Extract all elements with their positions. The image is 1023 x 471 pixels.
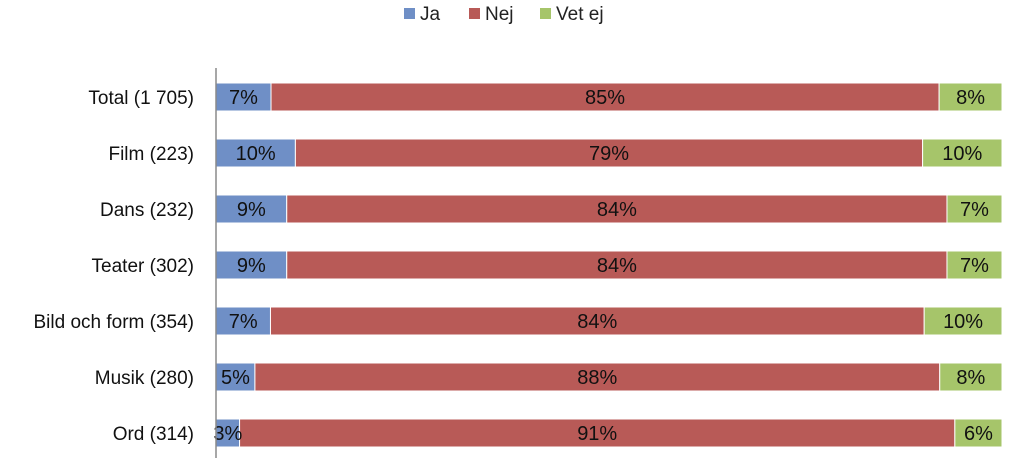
bar-nej	[270, 82, 940, 112]
category-label: Bild och form (354)	[33, 312, 194, 333]
category-label: Total (1 705)	[88, 88, 194, 109]
value-label: 8%	[956, 367, 985, 389]
legend-label-ja: Ja	[420, 4, 441, 25]
value-label: 10%	[236, 143, 276, 165]
bar-vet-ej	[923, 306, 1003, 336]
value-label: 9%	[237, 255, 266, 277]
value-label: 84%	[597, 199, 637, 221]
legend-label-vet-ej: Vet ej	[556, 4, 604, 25]
legend-label-nej: Nej	[485, 4, 514, 25]
bar-vet-ej	[946, 250, 1003, 280]
legend-swatch-nej	[469, 8, 480, 19]
legend-swatch-ja	[404, 8, 415, 19]
value-label: 7%	[229, 87, 258, 109]
category-label: Ord (314)	[113, 424, 194, 445]
bar-ja	[215, 306, 271, 336]
bars	[215, 82, 1003, 448]
bar-vet-ej	[939, 362, 1003, 392]
value-label: 6%	[964, 423, 993, 445]
value-label: 5%	[221, 367, 250, 389]
category-label: Film (223)	[108, 144, 194, 165]
legend: Ja Nej Vet ej	[404, 4, 604, 25]
value-labels: 7% 85% 8% 10% 79% 10% 9% 84% 7% 9% 84% 7% 7% 84% 10% 5%…	[213, 87, 993, 445]
bar-vet-ej	[954, 418, 1003, 448]
value-label: 8%	[956, 87, 985, 109]
bar-nej	[286, 194, 948, 224]
bar-vet-ej	[922, 138, 1003, 168]
bar-nej	[254, 362, 941, 392]
category-label: Dans (232)	[100, 200, 194, 221]
bar-vet-ej	[946, 194, 1003, 224]
value-label: 88%	[577, 367, 617, 389]
bar-vet-ej	[938, 82, 1003, 112]
legend-swatch-vet-ej	[540, 8, 551, 19]
value-label: 10%	[943, 311, 983, 333]
category-label: Musik (280)	[95, 368, 194, 389]
value-label: 7%	[960, 255, 989, 277]
bar-ja	[215, 250, 288, 280]
value-label: 84%	[597, 255, 637, 277]
value-label: 91%	[577, 423, 617, 445]
value-label: 85%	[585, 87, 625, 109]
category-label: Teater (302)	[92, 256, 194, 277]
value-label: 7%	[229, 311, 258, 333]
bar-nej	[239, 418, 956, 448]
category-labels: Total (1 705) Film (223) Dans (232) Teater …	[33, 88, 194, 445]
value-label: 9%	[237, 199, 266, 221]
value-label: 79%	[589, 143, 629, 165]
value-label: 3%	[213, 423, 242, 445]
value-label: 10%	[942, 143, 982, 165]
bar-nej	[269, 306, 925, 336]
bar-ja	[215, 194, 288, 224]
value-label: 84%	[577, 311, 617, 333]
bar-nej	[294, 138, 924, 168]
value-label: 7%	[960, 199, 989, 221]
